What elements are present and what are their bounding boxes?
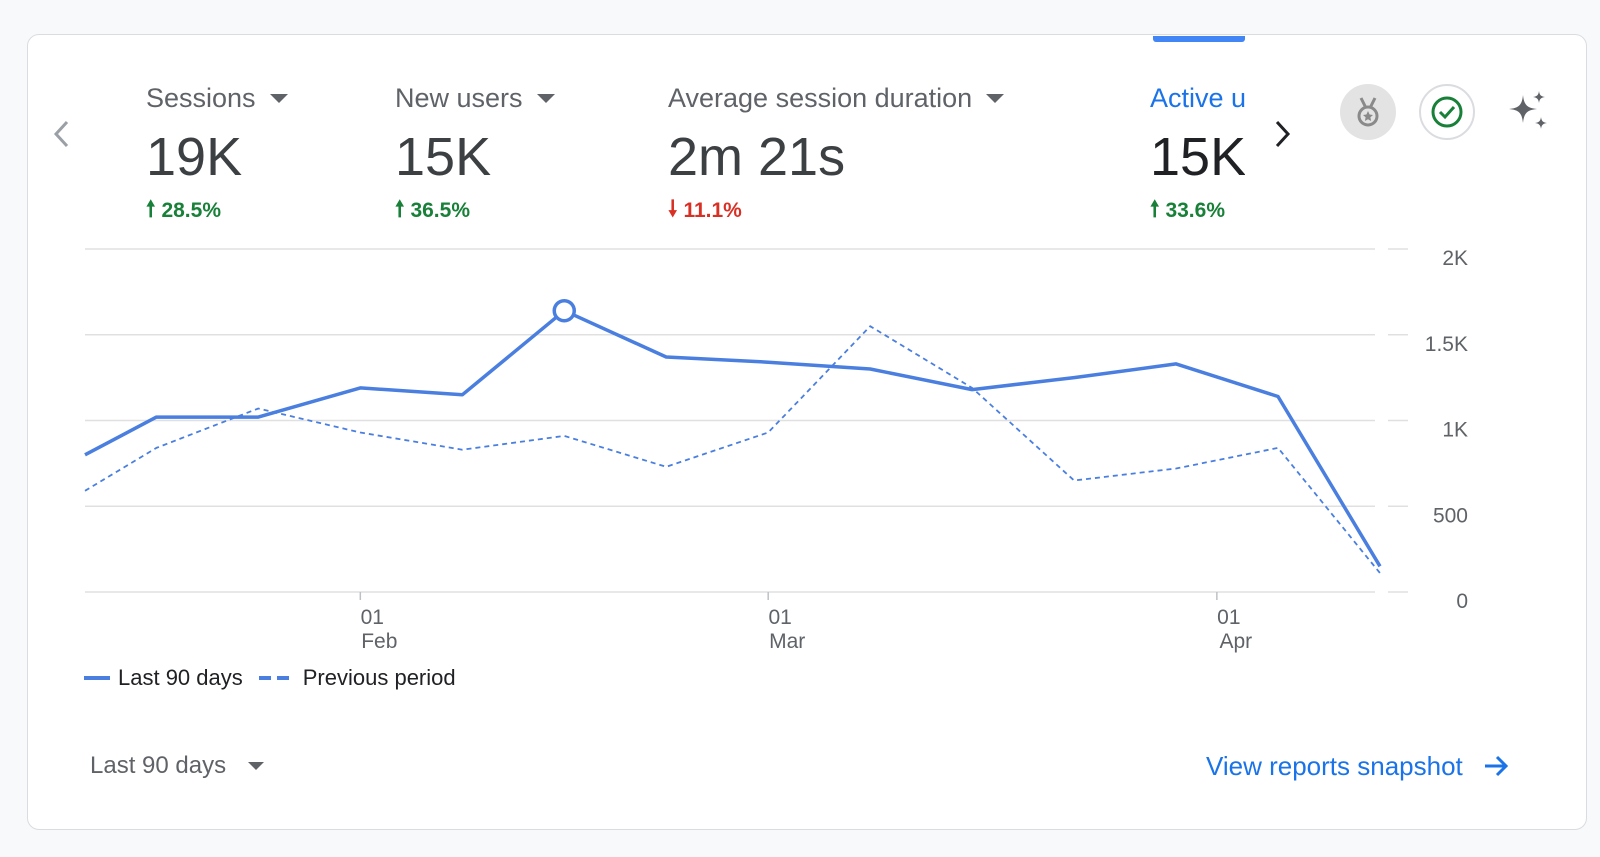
medal-icon	[1357, 97, 1379, 127]
legend-item-current: Last 90 days	[84, 665, 243, 691]
highlighted-data-point	[552, 298, 577, 323]
active-tab-indicator	[1153, 36, 1245, 42]
arrow-right-icon	[1484, 755, 1508, 777]
x-tick-day: 01	[769, 606, 792, 629]
metric-label: Average session duration	[668, 82, 973, 113]
date-range-label: Last 90 days	[90, 752, 227, 779]
view-reports-snapshot-link[interactable]: View reports snapshot	[1206, 748, 1509, 784]
metric-active-users-clip: Active users 15K 🠕 33.6%	[1150, 80, 1245, 240]
x-tick-month: Apr	[1220, 630, 1253, 653]
metric-change: 🠕 36.5%	[395, 196, 555, 224]
next-metrics-button[interactable]	[1262, 112, 1302, 156]
metric-label-dropdown[interactable]: New users	[395, 80, 555, 116]
metric-change: 🠕 33.6%	[1150, 196, 1245, 224]
x-tick-month: Mar	[769, 630, 805, 653]
y-tick-label: 500	[1433, 504, 1468, 527]
metric-change-value: 11.1%	[683, 199, 742, 222]
metric-label-dropdown[interactable]: Average session duration	[668, 80, 1005, 116]
arrow-up-icon: 🠕	[395, 196, 405, 221]
sparkle-icon	[1509, 91, 1547, 129]
check-circle-icon	[1431, 96, 1463, 128]
metric-change-value: 33.6%	[1165, 199, 1225, 222]
solid-line-swatch	[84, 676, 110, 680]
chart-legend: Last 90 days Previous period	[84, 665, 472, 691]
status-check-button[interactable]	[1419, 84, 1475, 140]
metric-value: 2m 21s	[668, 127, 846, 187]
metric-average-session-duration[interactable]: Average session duration 2m 21s 🠗 11.1%	[668, 80, 1005, 230]
metric-value: 19K	[146, 127, 243, 187]
arrow-up-icon: 🠕	[1150, 196, 1160, 221]
overview-card	[27, 34, 1587, 830]
legend-item-previous: Previous period	[258, 665, 456, 691]
metric-value: 15K	[395, 127, 492, 187]
x-tick-day: 01	[361, 606, 384, 629]
metric-label-dropdown[interactable]: Active users	[1150, 80, 1245, 116]
metric-change: 🠕 28.5%	[146, 196, 288, 224]
metric-change-value: 28.5%	[161, 199, 221, 222]
chevron-right-icon	[1275, 120, 1291, 148]
y-tick-label: 0	[1456, 590, 1468, 613]
achievements-button[interactable]	[1340, 84, 1396, 140]
link-label: View reports snapshot	[1206, 750, 1463, 781]
date-range-dropdown[interactable]: Last 90 days	[90, 748, 265, 784]
y-tick-label: 1.5K	[1425, 333, 1468, 356]
metric-change-value: 36.5%	[410, 199, 470, 222]
insights-button[interactable]	[1500, 84, 1556, 140]
legend-label: Previous period	[302, 665, 456, 690]
metric-change: 🠗 11.1%	[668, 196, 1004, 224]
x-tick-day: 01	[1217, 606, 1240, 629]
y-tick-label: 2K	[1442, 247, 1468, 270]
caret-down-icon	[248, 762, 265, 770]
arrow-up-icon: 🠕	[146, 196, 156, 221]
arrow-down-icon: 🠗	[668, 196, 678, 221]
metric-value: 15K	[1150, 127, 1245, 187]
y-tick-label: 1K	[1442, 419, 1468, 442]
chevron-left-icon	[53, 120, 69, 148]
metric-new-users[interactable]: New users 15K 🠕 36.5%	[395, 80, 555, 230]
previous-metrics-button[interactable]	[42, 112, 82, 156]
dashed-line-swatch	[258, 676, 295, 680]
series-line-previous-period	[84, 325, 1381, 574]
metric-label: New users	[395, 82, 523, 113]
caret-down-icon	[986, 93, 1005, 103]
caret-down-icon	[269, 93, 288, 103]
metric-label: Sessions	[146, 82, 256, 113]
x-tick-month: Feb	[361, 630, 397, 653]
legend-label: Last 90 days	[118, 665, 243, 690]
metric-label-dropdown[interactable]: Sessions	[146, 80, 288, 116]
metric-active-users[interactable]: Active users 15K 🠕 33.6%	[1150, 80, 1245, 230]
metric-sessions[interactable]: Sessions 19K 🠕 28.5%	[146, 80, 288, 230]
caret-down-icon	[536, 93, 555, 103]
series-line-last-90-days	[84, 308, 1382, 568]
metric-label: Active users	[1150, 82, 1245, 113]
